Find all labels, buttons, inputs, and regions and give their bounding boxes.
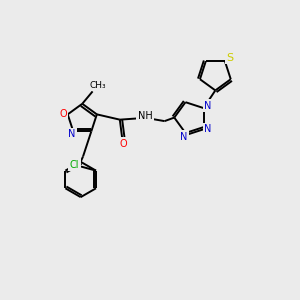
Text: CH₃: CH₃	[90, 81, 106, 90]
Text: NH: NH	[138, 111, 152, 121]
Text: N: N	[204, 101, 212, 111]
Text: Cl: Cl	[70, 160, 79, 170]
Text: N: N	[180, 131, 188, 142]
Text: N: N	[204, 124, 212, 134]
Text: S: S	[226, 53, 234, 63]
Text: O: O	[59, 110, 67, 119]
Text: O: O	[120, 139, 128, 149]
Text: N: N	[68, 129, 76, 140]
